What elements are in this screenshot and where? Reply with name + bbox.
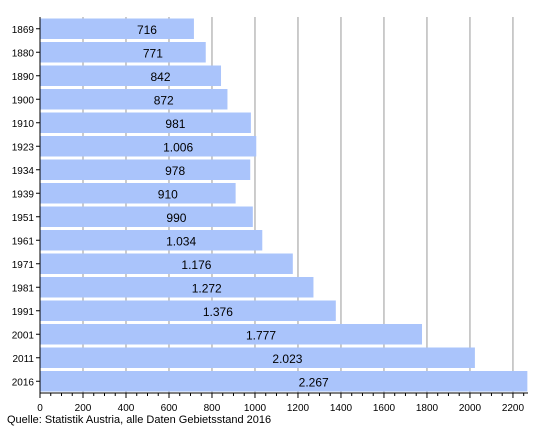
x-tick-label: 2200 [502,403,525,414]
category-label: 1934 [12,166,35,177]
x-tick-label: 1600 [373,403,396,414]
x-tick-label: 400 [118,403,135,414]
bar-value-label: 842 [150,70,170,84]
category-label: 2011 [12,354,34,365]
bar-value-label: 1.034 [166,234,196,248]
category-label: 1951 [12,213,35,224]
bar [40,347,475,368]
bar [40,206,253,227]
category-label: 1923 [12,142,35,153]
category-label: 1900 [12,95,35,106]
x-tick-label: 1800 [416,403,439,414]
category-label: 1939 [12,189,35,200]
bar-value-label: 716 [137,23,157,37]
bar [40,183,236,204]
x-tick-label: 800 [204,403,221,414]
bar [40,371,528,392]
bar-value-label: 1.777 [246,328,276,342]
bar-value-label: 981 [165,117,185,131]
x-tick-label: 1200 [287,403,310,414]
bar [40,324,423,345]
category-label: 2001 [12,330,35,341]
bar-value-label: 2.267 [299,375,329,389]
source-note: Quelle: Statistik Austria, alle Daten Ge… [7,414,272,426]
bar [40,277,314,298]
bar-value-label: 771 [143,46,163,60]
bar-value-label: 1.376 [203,305,233,319]
category-label: 2016 [12,377,35,388]
bar [40,300,336,321]
bar [40,112,251,133]
category-label: 1910 [12,119,35,130]
category-label: 1880 [12,48,35,59]
category-label: 1991 [12,307,35,318]
x-tick-label: 2000 [459,403,482,414]
bar-value-label: 2.023 [272,352,302,366]
bar [40,65,222,86]
category-label: 1971 [12,260,35,271]
x-tick-label: 600 [161,403,178,414]
bar [40,159,251,180]
bar-value-label: 872 [154,93,174,107]
bar [40,89,228,110]
bar-value-label: 978 [165,164,185,178]
category-label: 1890 [12,72,35,83]
x-tick-label: 200 [75,403,92,414]
bar [40,136,257,157]
bar [40,230,263,251]
bar [40,253,293,274]
bar-value-label: 1.272 [192,281,222,295]
bar-value-label: 1.176 [181,258,211,272]
category-label: 1869 [12,25,35,36]
bar-value-label: 990 [166,211,186,225]
x-tick-label: 1000 [244,403,267,414]
bar [40,18,194,39]
bar-value-label: 1.006 [163,140,193,154]
x-tick-label: 0 [37,403,43,414]
category-label: 1981 [12,283,35,294]
bar-value-label: 910 [158,187,178,201]
category-label: 1961 [12,236,35,247]
bar [40,42,206,63]
x-tick-label: 1400 [330,403,353,414]
